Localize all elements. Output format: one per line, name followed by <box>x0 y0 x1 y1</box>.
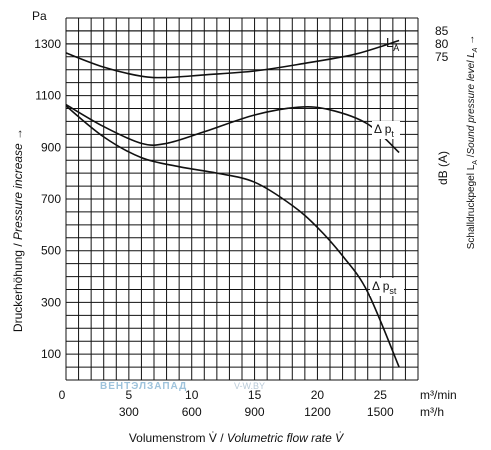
right-axis-title-de: Schalldruckpegel L <box>466 164 477 249</box>
series-label-delta-pst-background <box>370 278 404 296</box>
left-axis-tick-label: 1300 <box>34 37 61 51</box>
curves <box>65 39 400 368</box>
x-axis-title: Volumenstrom V̇ / Volumetric flow rate V… <box>129 431 344 445</box>
x-unit-m3h: m³/h <box>420 405 444 419</box>
x-axis-title-de: Volumenstrom V̇ <box>129 431 217 445</box>
x-axis-tick-label-m3h: 1500 <box>367 405 394 419</box>
curve-la <box>65 39 400 79</box>
left-axis-title-sep: / <box>11 240 25 250</box>
right-axis-unit-label: dB (A) <box>436 151 450 185</box>
watermark-part2: ЗАПАД <box>147 381 187 392</box>
right-axis-title-arrow: → <box>466 35 477 48</box>
left-axis-title-en: Pressure increase → <box>11 128 25 240</box>
x-unit-m3min: m³/min <box>420 388 457 402</box>
series-label-delta-pt: Δ pt <box>374 122 394 139</box>
right-axis-tick-label: 75 <box>435 50 449 64</box>
series-label-delta-pst: Δ pst <box>372 279 397 296</box>
x-axis-tick-label-m3min: 10 <box>185 388 199 402</box>
x-axis-tick-label-m3h: 900 <box>245 405 265 419</box>
left-axis-title: Druckerhöhung / Pressure increase → <box>11 128 25 332</box>
left-axis-tick-label: 100 <box>41 347 61 361</box>
x-axis-tick-label-m3h: 600 <box>182 405 202 419</box>
left-axis-tick-label: 300 <box>41 295 61 309</box>
x-axis-title-sep: / <box>217 431 227 445</box>
right-axis-title-en-sub: A <box>472 47 479 53</box>
left-axis-tick-label: 700 <box>41 192 61 206</box>
x-axis-tick-label-m3min: 15 <box>248 388 262 402</box>
left-axis-tick-label: 900 <box>41 140 61 154</box>
x-axis-title-en: Volumetric flow rate V̇ <box>227 431 344 445</box>
watermark: ВЕНТЭЛЗАПАД <box>100 381 187 392</box>
x-axis-tick-label-m3min: 20 <box>311 388 325 402</box>
right-axis-title-sep: / <box>466 154 477 160</box>
right-axis-title-en: Sound pressure level L <box>466 52 477 154</box>
right-axis-title: Schalldruckpegel LA /Sound pressure leve… <box>466 35 479 249</box>
x-axis-tick-label-m3min: 0 <box>59 388 66 402</box>
right-axis-title-de-sub: A <box>472 160 479 165</box>
x-axis-tick-label-m3h: 1200 <box>304 405 331 419</box>
series-label-la: LA <box>386 35 399 53</box>
right-axis-tick-label: 85 <box>435 24 449 38</box>
curve-delta-pt <box>65 103 400 154</box>
x-axis-tick-label-m3min: 5 <box>126 388 133 402</box>
watermark-part1: ВЕНТЭЛ <box>100 381 147 392</box>
left-axis-tick-label: 1100 <box>35 89 61 103</box>
x-axis-tick-label-m3min: 25 <box>374 388 388 402</box>
x-axis-tick-label-m3h: 300 <box>119 405 139 419</box>
right-axis-tick-label: 80 <box>435 37 449 51</box>
left-axis-title-de: Druckerhöhung <box>11 250 25 332</box>
labels: Pa dB (A) Druckerhöhung / Pressure incre… <box>11 9 479 445</box>
left-axis-tick-label: 500 <box>41 244 61 258</box>
series-label-delta-pt-background <box>372 121 400 139</box>
left-axis-unit: Pa <box>32 9 47 23</box>
watermark-url: V-W.BY <box>234 381 265 391</box>
curve-delta-pst <box>65 105 400 368</box>
